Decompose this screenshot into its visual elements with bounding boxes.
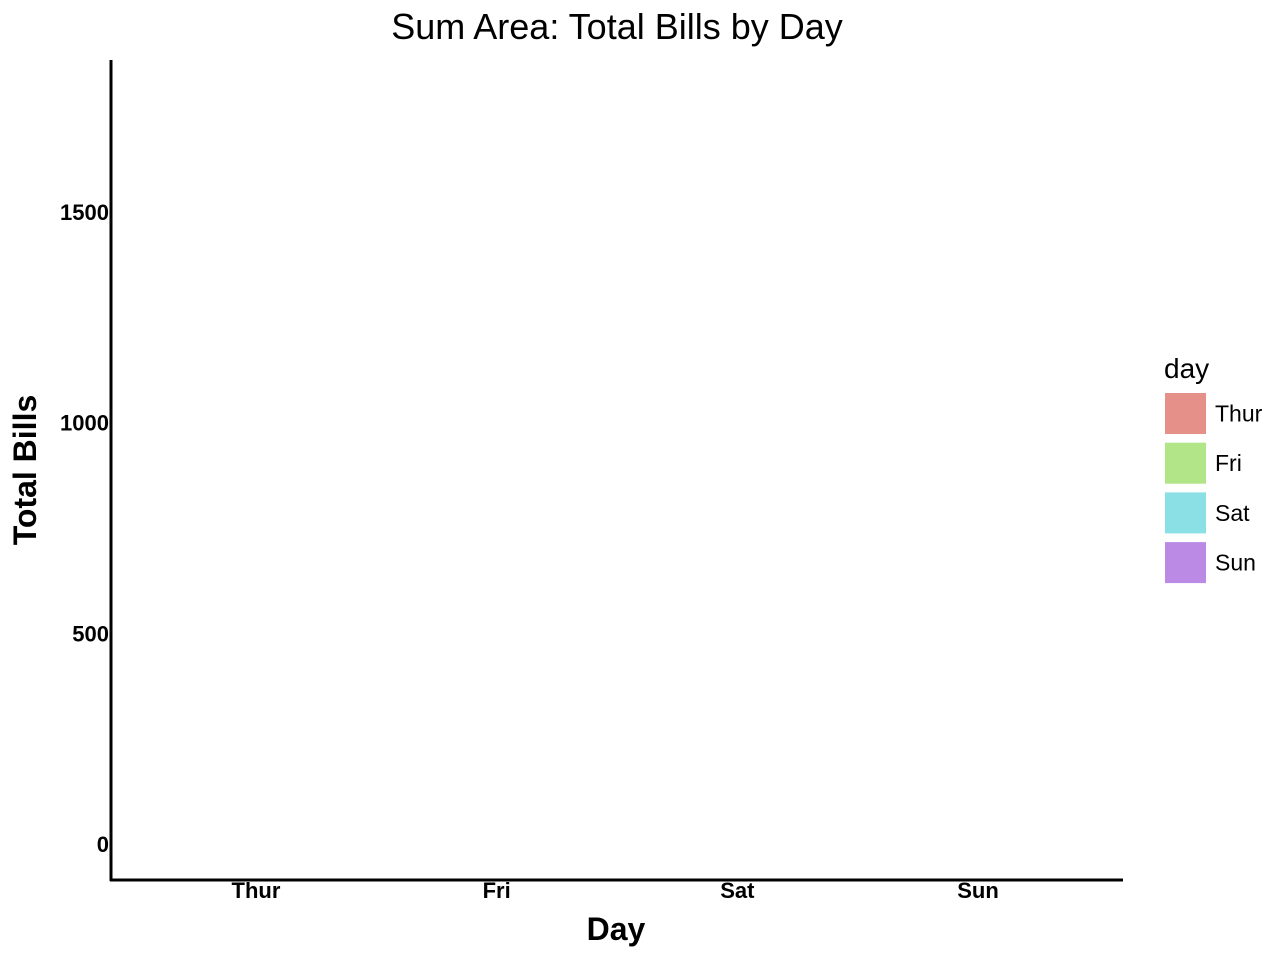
x-axis-title: Day — [587, 911, 646, 947]
legend-swatch — [1165, 492, 1206, 534]
x-tick-label: Thur — [232, 878, 281, 903]
legend-label: Sat — [1215, 500, 1250, 526]
x-tick-label: Sun — [957, 878, 999, 903]
legend: day Thur Fri Sat Sun — [1164, 353, 1263, 584]
legend-label: Sun — [1215, 550, 1256, 576]
legend-label: Fri — [1215, 450, 1242, 476]
y-tick-label: 0 — [97, 832, 109, 857]
y-tick-label: 500 — [72, 621, 109, 646]
legend-swatch — [1165, 393, 1206, 434]
y-tick-label: 1000 — [60, 411, 109, 436]
y-tick-label: 1500 — [60, 200, 109, 225]
x-tick-label: Sat — [720, 878, 755, 903]
y-axis-title: Total Bills — [7, 395, 43, 546]
legend-title: day — [1164, 353, 1209, 384]
x-tick-labels: Thur Fri Sat Sun — [232, 878, 999, 903]
legend-entries: Thur Fri Sat Sun — [1165, 393, 1263, 584]
chart-title: Sum Area: Total Bills by Day — [391, 6, 843, 47]
legend-label: Thur — [1215, 401, 1263, 427]
y-tick-labels: 0 500 1000 1500 — [60, 200, 109, 857]
legend-swatch — [1165, 542, 1206, 584]
legend-swatch — [1165, 442, 1206, 484]
x-tick-label: Fri — [483, 878, 511, 903]
